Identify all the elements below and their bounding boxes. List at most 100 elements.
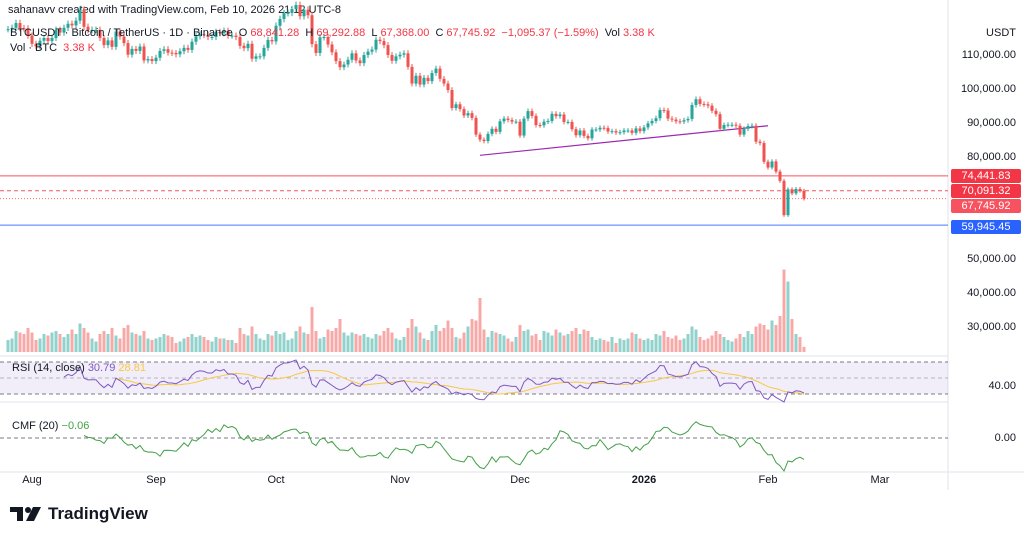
candle-body xyxy=(706,104,710,106)
candle-body xyxy=(670,118,674,120)
cmf-value: −0.06 xyxy=(61,420,90,432)
open-value: 68,841.28 xyxy=(250,27,300,39)
candle-body xyxy=(562,114,566,122)
candle-body xyxy=(178,51,182,55)
volume-bar xyxy=(42,334,46,352)
volume-bar xyxy=(686,334,690,352)
volume-bar xyxy=(286,340,290,352)
volume-bar xyxy=(146,338,150,352)
candle-body xyxy=(38,40,42,47)
volume-bar xyxy=(626,338,630,352)
volume-bar xyxy=(110,328,114,352)
time-axis-label: 2026 xyxy=(631,474,657,486)
volume-bar xyxy=(294,331,298,352)
cmf-axis-tick: 0.00 xyxy=(994,432,1016,444)
candle-body xyxy=(518,121,522,136)
volume-bar xyxy=(250,326,254,352)
volume-bar xyxy=(114,335,118,352)
candle-body xyxy=(410,66,414,84)
candle-body xyxy=(774,161,778,172)
tradingview-logo[interactable]: TradingView xyxy=(10,504,148,524)
candle-body xyxy=(782,180,786,216)
candle-body xyxy=(378,39,382,42)
candle-body xyxy=(746,126,750,129)
candle-body xyxy=(594,129,598,131)
volume-bar xyxy=(674,335,678,352)
volume-bar xyxy=(458,338,462,352)
volume-bar xyxy=(90,338,94,352)
volume-bar xyxy=(466,326,470,352)
candle-body xyxy=(42,38,46,41)
candle-body xyxy=(790,189,794,194)
high-value: 69,292.88 xyxy=(316,27,366,39)
volume-bar xyxy=(106,334,110,352)
candle-body xyxy=(330,44,334,53)
volume-bar xyxy=(758,323,762,352)
candle-body xyxy=(174,52,178,55)
volume-bar xyxy=(594,340,598,352)
volume-bar xyxy=(646,338,650,352)
volume-bar xyxy=(198,335,202,352)
candle-body xyxy=(754,125,758,142)
volume-bar xyxy=(550,335,554,352)
candle-body xyxy=(634,128,638,133)
volume-bar xyxy=(394,338,398,352)
candle-body xyxy=(370,49,374,52)
volume-bar xyxy=(794,334,798,352)
candle-body xyxy=(54,29,58,38)
tradingview-logo-icon xyxy=(10,507,41,521)
volume-bar xyxy=(74,334,78,352)
price-axis-tick: 50,000.00 xyxy=(967,253,1016,265)
candle-body xyxy=(498,121,502,132)
volume-bar xyxy=(206,340,210,352)
cmf-legend: CMF (20) −0.06 xyxy=(12,420,90,432)
candle-body xyxy=(430,73,434,82)
candle-body xyxy=(82,9,86,27)
candle-body xyxy=(342,64,346,68)
time-axis-label: Nov xyxy=(390,474,410,486)
volume-bar xyxy=(582,329,586,352)
volume-bar xyxy=(218,338,222,352)
volume-bar xyxy=(130,332,134,352)
candle-body xyxy=(694,99,698,105)
candle-body xyxy=(654,118,658,121)
volume-bar xyxy=(570,331,574,352)
volume-bar xyxy=(434,325,438,352)
price-tag: 70,091.32 xyxy=(951,184,1021,198)
volume-bar xyxy=(374,334,378,352)
volume-bar xyxy=(50,332,54,352)
volume-bar xyxy=(334,328,338,352)
volume-bar xyxy=(802,346,806,352)
volume-bar xyxy=(194,337,198,352)
candle-body xyxy=(50,38,54,42)
volume-bar xyxy=(714,331,718,352)
symbol-name[interactable]: BTCUSDT · Bitcoin / TetherUS · 1D · Bina… xyxy=(10,27,233,39)
candle-body xyxy=(210,36,214,38)
volume-bar xyxy=(738,334,742,352)
volume-bar xyxy=(662,331,666,352)
candle-body xyxy=(138,46,142,51)
candle-body xyxy=(750,125,754,127)
volume-bar xyxy=(342,332,346,352)
volume-bar xyxy=(798,337,802,352)
candle-body xyxy=(578,130,582,136)
candle-body xyxy=(598,127,602,130)
candle-body xyxy=(338,61,342,68)
volume-bar xyxy=(86,332,90,352)
volume-bar xyxy=(382,331,386,352)
volume-bar xyxy=(182,338,186,352)
volume-bar xyxy=(602,340,606,352)
volume-bar xyxy=(418,332,422,352)
volume-bar xyxy=(162,334,166,352)
candle-body xyxy=(274,25,278,42)
volume-bar xyxy=(94,341,98,352)
volume-bar xyxy=(214,337,218,352)
volume-bar xyxy=(722,337,726,352)
close-value: 67,745.92 xyxy=(446,27,496,39)
candle-body xyxy=(570,121,574,130)
volume-bar xyxy=(670,338,674,352)
volume-label: Vol · BTC xyxy=(10,42,58,54)
volume-bar xyxy=(438,331,442,352)
volume-bar xyxy=(66,334,70,352)
